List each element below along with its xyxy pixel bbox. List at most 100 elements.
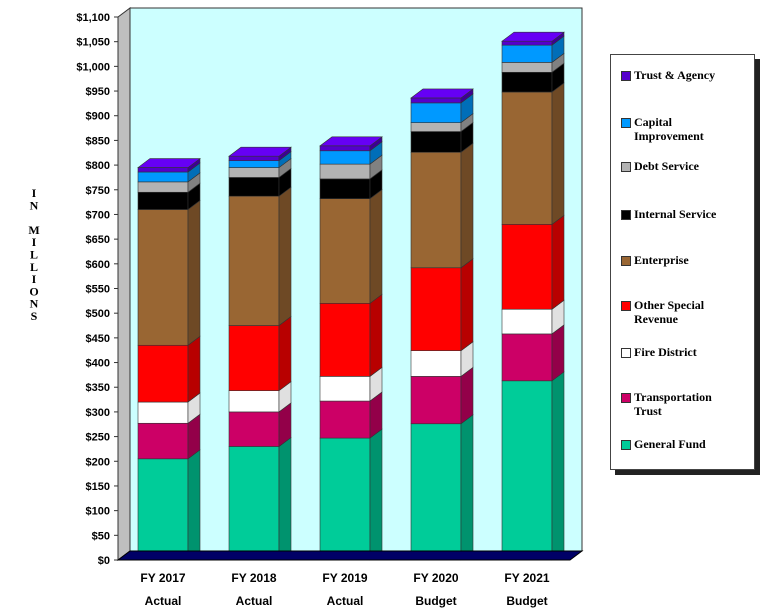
x-category-sublabel: Budget [415, 594, 456, 608]
bar-side-enterprise [278, 186, 292, 327]
y-tick-label: $150 [86, 481, 110, 493]
y-tick-label: $100 [86, 506, 110, 518]
bar-side-general-fund [460, 414, 474, 561]
legend-swatch-internal-service [621, 210, 631, 220]
bar-segment-trust-agency [501, 40, 553, 46]
bar-segment-general-fund [410, 423, 462, 561]
y-axis-title-letter: L [30, 248, 38, 262]
bar-segment-trust-agency [137, 167, 189, 173]
legend-label-fire-district: Fire District [634, 345, 697, 359]
bar-segment-fire-district [228, 390, 280, 413]
legend-label-enterprise: Enterprise [634, 253, 689, 267]
y-tick-label: $600 [86, 259, 110, 271]
y-axis-title-letter: N [30, 297, 39, 311]
bar-segment-other-special-revenue [319, 303, 371, 377]
y-tick-label: $700 [86, 209, 110, 221]
bar-top-face [137, 158, 201, 168]
y-tick-label: $1,000 [76, 61, 110, 73]
bar-side-general-fund [369, 428, 383, 561]
bar-segment-general-fund [137, 458, 189, 561]
legend-label-debt-service: Debt Service [634, 159, 699, 173]
bar-segment-debt-service [319, 163, 371, 180]
bar-segment-other-special-revenue [410, 267, 462, 351]
y-tick-label: $200 [86, 456, 110, 468]
y-tick-label: $250 [86, 432, 110, 444]
legend-label-trust-agency: Trust & Agency [634, 68, 716, 82]
bar-side-other-special-revenue [278, 315, 292, 392]
bar-segment-fire-district [319, 376, 371, 402]
y-tick-label: $1,050 [76, 37, 110, 49]
y-tick-label: $0 [98, 555, 110, 567]
bar-segment-other-special-revenue [228, 325, 280, 391]
x-category-label: FY 2017 [140, 571, 185, 585]
plot-side-wall [117, 7, 131, 561]
x-category-sublabel: Actual [236, 594, 273, 608]
legend-swatch-debt-service [621, 162, 631, 172]
bar-side-transportation-trust [551, 324, 565, 382]
y-axis-title-letter: O [29, 284, 38, 298]
bar-segment-transportation-trust [410, 376, 462, 425]
y-tick-label: $550 [86, 284, 110, 296]
legend-swatch-enterprise [621, 256, 631, 266]
bar-top-face [410, 88, 474, 99]
y-tick-label: $650 [86, 234, 110, 246]
legend-label-other-special-revenue: Other Special Revenue [634, 298, 705, 326]
bar-side-enterprise [551, 82, 565, 225]
bar-segment-transportation-trust [501, 333, 553, 382]
x-category-label: FY 2018 [231, 571, 276, 585]
bar-segment-other-special-revenue [137, 344, 189, 403]
bar-top-face [501, 31, 565, 42]
bar-top-face [228, 146, 292, 157]
bar-segment-trust-agency [228, 155, 280, 161]
bar-segment-enterprise [501, 91, 553, 225]
bar-segment-internal-service [137, 191, 189, 210]
y-axis-title-letter: N [30, 198, 39, 212]
y-tick-label: $500 [86, 308, 110, 320]
bar-segment-capital-improvement [137, 171, 189, 183]
bar-side-general-fund [551, 371, 565, 561]
bar-segment-general-fund [319, 437, 371, 561]
legend-swatch-trust-agency [621, 71, 631, 81]
bar-side-other-special-revenue [460, 258, 474, 352]
legend-swatch-general-fund [621, 440, 631, 450]
legend-swatch-other-special-revenue [621, 301, 631, 311]
y-tick-label: $450 [86, 333, 110, 345]
bar-segment-debt-service [410, 122, 462, 132]
y-axis-title-letter: M [28, 223, 39, 237]
bar-segment-internal-service [228, 177, 280, 197]
y-tick-label: $50 [92, 530, 110, 542]
bar-side-enterprise [460, 142, 474, 269]
plot-floor [116, 550, 584, 561]
x-category-label: FY 2019 [322, 571, 367, 585]
y-axis-title-letter: L [30, 260, 38, 274]
y-tick-label: $400 [86, 358, 110, 370]
bar-side-enterprise [187, 199, 201, 346]
bar-segment-internal-service [410, 131, 462, 153]
bar-segment-general-fund [228, 446, 280, 561]
bar-segment-general-fund [501, 380, 553, 561]
y-tick-label: $750 [86, 185, 110, 197]
bar-segment-debt-service [137, 181, 189, 193]
bar-segment-internal-service [501, 71, 553, 93]
bar-segment-other-special-revenue [501, 224, 553, 310]
bar-side-general-fund [187, 449, 201, 561]
y-tick-label: $1,100 [76, 12, 110, 24]
bar-segment-capital-improvement [319, 150, 371, 165]
y-axis-title-letter: I [32, 186, 37, 200]
bar-side-general-fund [278, 436, 292, 561]
bar-segment-transportation-trust [228, 411, 280, 447]
x-category-sublabel: Budget [506, 594, 547, 608]
bar-segment-internal-service [319, 178, 371, 199]
bar-segment-transportation-trust [137, 422, 189, 460]
bar-segment-enterprise [410, 151, 462, 269]
bar-segment-enterprise [228, 195, 280, 326]
y-axis-title-letter: S [31, 309, 38, 323]
x-category-label: FY 2021 [504, 571, 549, 585]
bar-top-face [319, 136, 383, 147]
bar-side-other-special-revenue [551, 214, 565, 310]
bar-segment-trust-agency [410, 97, 462, 104]
bar-side-transportation-trust [460, 366, 474, 425]
chart-legend: Trust & Agency Capital Improvement Debt Ser… [610, 54, 755, 470]
bar-side-other-special-revenue [369, 293, 383, 377]
